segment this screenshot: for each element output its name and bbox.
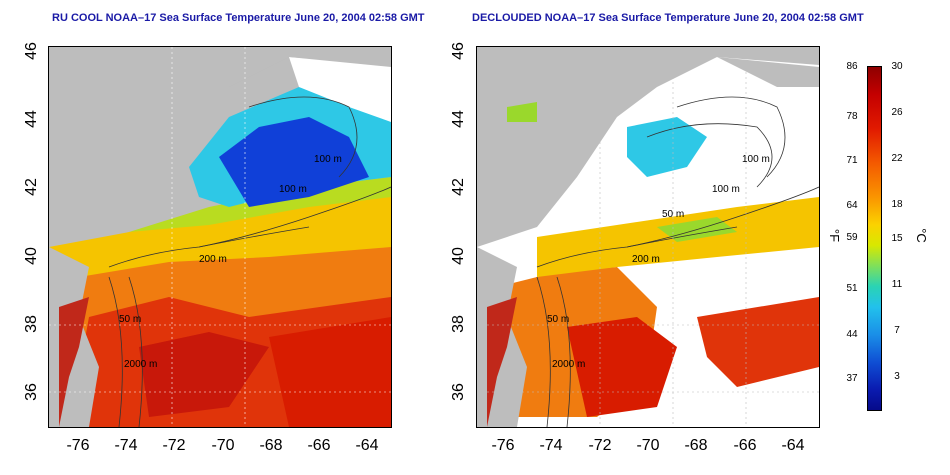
lon-tick: -74 [114, 437, 138, 454]
lat-tick: 42 [450, 178, 467, 196]
contour-label: 2000 m [124, 359, 157, 370]
celsius-tick: 30 [891, 61, 903, 72]
lon-tick: -72 [162, 437, 186, 454]
lat-tick: 46 [450, 42, 467, 60]
lon-tick: -64 [355, 437, 379, 454]
lat-tick: 38 [23, 315, 40, 333]
lat-tick: 38 [450, 315, 467, 333]
contour-label: 100 m [712, 184, 740, 195]
lat-tick: 44 [23, 110, 40, 128]
lon-tick: -70 [636, 437, 660, 454]
celsius-tick: 18 [891, 199, 903, 210]
celsius-tick: 11 [891, 279, 903, 290]
lon-tick: -74 [539, 437, 563, 454]
lat-tick: 36 [450, 383, 467, 401]
contour-label: 50 m [547, 314, 569, 325]
lat-tick: 40 [23, 247, 40, 265]
fahrenheit-tick: 59 [846, 232, 858, 243]
right-sst-map: 100 m 100 m 50 m 200 m 50 m 2000 m [476, 46, 820, 428]
lon-tick: -76 [66, 437, 90, 454]
lon-tick: -64 [781, 437, 805, 454]
contour-label: 100 m [279, 184, 307, 195]
lon-tick: -68 [684, 437, 708, 454]
lat-tick: 46 [23, 42, 40, 60]
lon-tick: -66 [307, 437, 331, 454]
lon-tick: -66 [733, 437, 757, 454]
lat-tick: 36 [23, 383, 40, 401]
lat-tick: 44 [450, 110, 467, 128]
lon-tick: -72 [588, 437, 612, 454]
contour-label: 200 m [199, 254, 227, 265]
lon-tick: -76 [491, 437, 515, 454]
lat-tick: 40 [450, 247, 467, 265]
fahrenheit-tick: 44 [846, 329, 858, 340]
fahrenheit-tick: 64 [846, 200, 858, 211]
contour-label: 50 m [662, 209, 684, 220]
fahrenheit-tick: 37 [846, 373, 858, 384]
celsius-tick: 15 [891, 233, 903, 244]
fahrenheit-tick: 78 [846, 111, 858, 122]
lon-tick: -70 [211, 437, 235, 454]
contour-label: 50 m [119, 314, 141, 325]
celsius-unit-label: °C [913, 228, 929, 243]
lon-tick: -68 [259, 437, 283, 454]
celsius-tick: 3 [894, 371, 900, 382]
right-panel-title: DECLOUDED NOAA–17 Sea Surface Temperatur… [472, 12, 864, 24]
fahrenheit-tick: 51 [846, 283, 858, 294]
contour-label: 2000 m [552, 359, 585, 370]
left-panel-title: RU COOL NOAA–17 Sea Surface Temperature … [52, 12, 425, 24]
contour-label: 200 m [632, 254, 660, 265]
left-sst-map: 100 m 100 m 200 m 50 m 2000 m [48, 46, 392, 428]
celsius-tick: 7 [894, 325, 900, 336]
fahrenheit-tick: 71 [846, 155, 858, 166]
lat-tick: 42 [23, 178, 40, 196]
contour-label: 100 m [742, 154, 770, 165]
fahrenheit-tick: 86 [846, 61, 858, 72]
contour-label: 100 m [314, 154, 342, 165]
temperature-colorbar [867, 66, 882, 411]
fahrenheit-unit-label: °F [827, 228, 843, 243]
celsius-tick: 26 [891, 107, 903, 118]
celsius-tick: 22 [891, 153, 903, 164]
